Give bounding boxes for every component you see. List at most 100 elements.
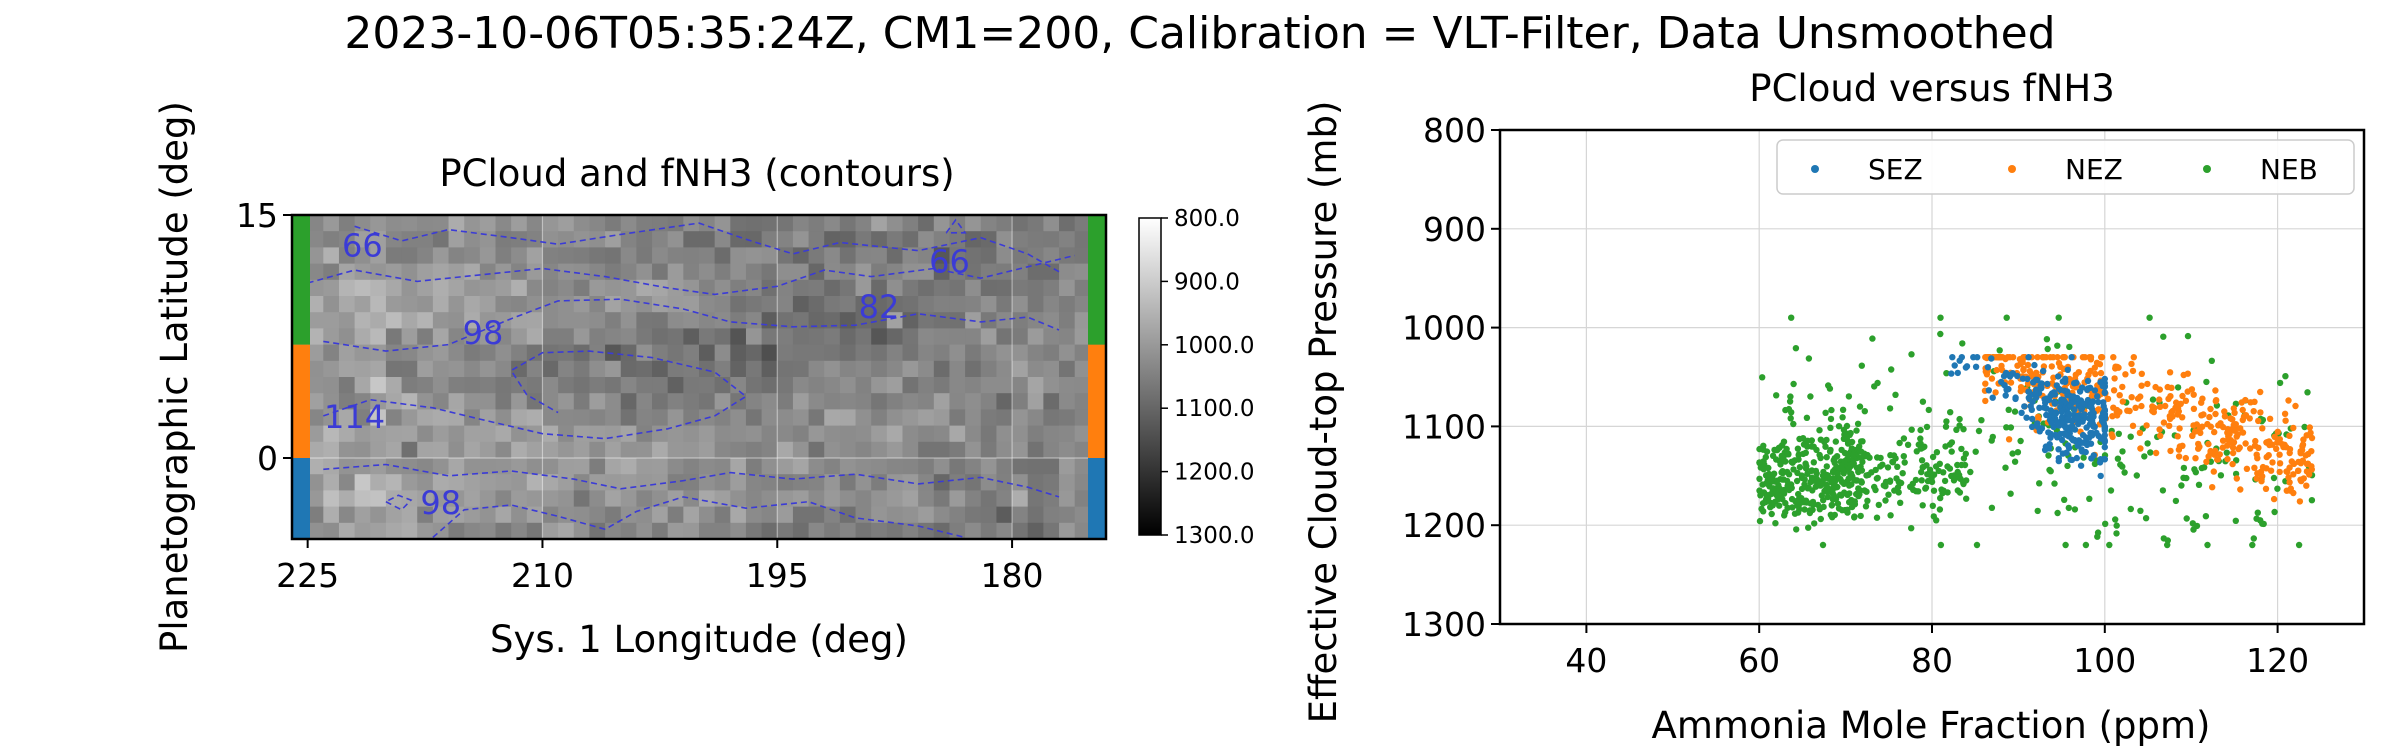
scatter-point-neb [2191, 466, 2198, 473]
heatmap-cell [792, 393, 810, 410]
heatmap-cell [323, 247, 340, 265]
heatmap-cell [652, 393, 669, 410]
heatmap-cell [980, 215, 998, 232]
heatmap-cell [777, 377, 794, 394]
heatmap-cell [839, 474, 857, 491]
scatter-point-nez [2166, 369, 2174, 376]
heatmap-cell [1074, 263, 1091, 281]
heatmap-cell [745, 296, 763, 313]
scatter-point-neb [1770, 485, 1777, 492]
heatmap-cell [777, 247, 794, 265]
heatmap-cell [1043, 328, 1060, 346]
heatmap-cell [417, 263, 434, 281]
heatmap-cell [980, 393, 998, 410]
scatter-point-neb [2301, 423, 2308, 431]
heatmap-cell [1059, 506, 1076, 524]
heatmap-cell [1027, 458, 1044, 475]
scatter-point-neb [1853, 477, 1860, 484]
heatmap-cell [370, 506, 387, 524]
heatmap-cell [1012, 425, 1029, 443]
heatmap-cell [918, 296, 935, 313]
heatmap-cell [1074, 441, 1091, 459]
heatmap-cell [495, 215, 512, 232]
heatmap-cell [370, 312, 387, 329]
heatmap-cell [918, 247, 935, 265]
scatter-point-neb [1835, 505, 1843, 512]
heatmap-cell [745, 279, 763, 297]
scatter-point-nez [2179, 392, 2186, 400]
heatmap-cell [1043, 279, 1060, 297]
heatmap-cell [385, 312, 403, 329]
scatter-point-neb [1954, 468, 1961, 476]
heatmap-cell [479, 296, 497, 313]
scatter-point-sez [1989, 394, 1996, 401]
scatter-point-sez [2029, 415, 2036, 423]
heatmap-y-ticks: 150 [236, 196, 292, 478]
heatmap-cell [918, 522, 935, 540]
heatmap-cell [745, 506, 763, 524]
heatmap-cell [1043, 441, 1060, 459]
heatmap-cell [996, 279, 1013, 297]
heatmap-cell [620, 393, 637, 410]
heatmap-cell [1027, 263, 1044, 281]
heatmap-cell [323, 458, 340, 475]
contour-label: 66 [929, 243, 970, 281]
heatmap-cell [965, 506, 982, 524]
scatter-point-neb [1890, 452, 1898, 459]
scatter-point-neb [1817, 515, 1825, 523]
scatter-point-nez [2104, 395, 2112, 402]
heatmap-cell [401, 263, 418, 281]
heatmap-cell [526, 296, 544, 313]
heatmap-cell [495, 425, 512, 443]
heatmap-cell [589, 247, 606, 265]
heatmap-cell [792, 474, 810, 491]
scatter-point-neb [2005, 406, 2012, 413]
scatter-point-neb [2043, 336, 2051, 343]
heatmap-xtick-label: 180 [981, 556, 1044, 595]
scatter-point-neb [1958, 461, 1965, 469]
heatmap-cell [699, 425, 716, 443]
heatmap-cell [307, 490, 324, 508]
scatter-point-neb [1798, 485, 1806, 493]
heatmap-cell [761, 296, 778, 313]
scatter-point-neb [1960, 479, 1967, 486]
heatmap-cell [417, 425, 434, 443]
scatter-point-neb [1888, 366, 1895, 373]
heatmap-cell [652, 490, 669, 508]
heatmap-cell [824, 296, 841, 313]
heatmap-cell [636, 409, 653, 427]
scatter-point-nez [2267, 467, 2275, 474]
heatmap-cell [996, 441, 1013, 459]
scatter-point-neb [1786, 398, 1794, 405]
heatmap-cell [354, 312, 371, 329]
colorbar-tick-label: 1000.0 [1174, 333, 1254, 359]
heatmap-cell [448, 215, 465, 232]
heatmap-cell [902, 506, 919, 524]
heatmap-cell [1043, 360, 1060, 378]
scatter-point-nez [2108, 431, 2115, 438]
heatmap-cell [432, 377, 450, 394]
scatter-point-neb [1803, 414, 1811, 421]
heatmap-cell [636, 215, 653, 232]
scatter-point-neb [2159, 487, 2167, 494]
scatter-point-neb [2133, 472, 2140, 479]
scatter-point-sez [1970, 354, 1977, 361]
heatmap-cell [652, 263, 669, 281]
heatmap-cell [1043, 490, 1060, 508]
heatmap-cell [965, 328, 982, 346]
scatter-point-sez [2021, 403, 2028, 410]
heatmap-cell [949, 377, 966, 394]
scatter-point-neb [1810, 443, 1817, 450]
heatmap-cell [777, 490, 794, 508]
scatter-point-nez [2303, 460, 2311, 468]
scatter-point-nez [2292, 402, 2299, 410]
heatmap-cell [573, 506, 591, 524]
heatmap-cell [385, 247, 403, 265]
heatmap-cell [683, 377, 700, 394]
heatmap-cell [354, 279, 371, 297]
heatmap-cell [573, 247, 591, 265]
heatmap-cell [714, 231, 731, 248]
scatter-point-nez [2299, 441, 2307, 448]
scatter-point-neb [1828, 406, 1835, 414]
